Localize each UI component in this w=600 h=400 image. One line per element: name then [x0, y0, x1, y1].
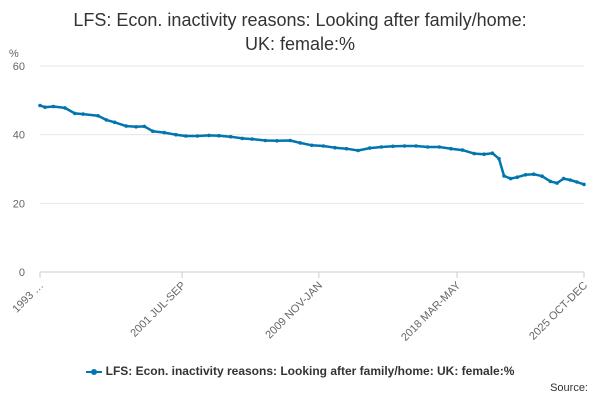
data-point [73, 111, 77, 116]
x-tick-label: 2009 NOV-JAN [263, 280, 325, 342]
data-point [63, 106, 67, 110]
x-tick-label: 2025 OCT-DEC [527, 280, 590, 343]
legend: LFS: Econ. inactivity reasons: Looking a… [0, 364, 600, 378]
data-point [482, 152, 486, 156]
axes: 0 20 40 60 1993 … 2001 JUL-SEP 2009 NOV-JAN 201… [10, 61, 590, 344]
data-point [288, 138, 293, 143]
y-tick-label: 60 [13, 61, 25, 73]
x-tick-label: 2001 JUL-SEP [128, 280, 188, 340]
data-point [490, 151, 495, 155]
data-point [437, 145, 442, 149]
data-point [150, 129, 155, 133]
data-point [568, 178, 572, 182]
data-point [333, 145, 337, 150]
data-point [112, 120, 117, 125]
data-point [250, 137, 254, 141]
data-point [575, 180, 579, 184]
data-point [240, 136, 244, 141]
data-point [460, 148, 465, 152]
data-point [356, 148, 360, 153]
series-layer [38, 103, 586, 187]
data-point [275, 139, 279, 143]
data-point [184, 134, 188, 138]
data-point [162, 130, 167, 135]
data-point [298, 141, 303, 145]
data-point [81, 112, 85, 116]
x-tick-label: 1993 … [10, 280, 46, 316]
data-point [38, 103, 42, 108]
x-tick-label: 2018 MAR-MAY [399, 279, 464, 344]
data-point [51, 104, 56, 109]
data-point [449, 146, 453, 151]
data-point [104, 118, 109, 122]
source-label: Source: [550, 382, 588, 394]
data-point [540, 174, 544, 178]
data-point [391, 144, 395, 149]
data-point [532, 172, 536, 176]
y-axis-unit-label: % [9, 48, 19, 60]
legend-line-marker-icon [85, 367, 102, 377]
data-point [425, 145, 430, 149]
data-point [472, 151, 476, 156]
data-point [548, 179, 553, 184]
data-point [561, 176, 566, 181]
data-point [263, 138, 268, 143]
data-point [195, 134, 200, 138]
chart-title: LFS: Econ. inactivity reasons: Looking a… [73, 10, 527, 54]
data-point [142, 124, 147, 129]
data-point [402, 144, 407, 148]
data-point [582, 182, 586, 187]
data-point [508, 176, 513, 181]
data-point [310, 143, 314, 148]
data-point [217, 133, 221, 138]
data-point [43, 105, 47, 109]
data-point [515, 175, 519, 179]
data-point [344, 146, 349, 151]
y-tick-label: 0 [19, 267, 25, 279]
data-point [523, 173, 528, 177]
data-point [497, 156, 501, 161]
data-point [124, 124, 128, 128]
data-point [367, 146, 372, 150]
data-point [174, 132, 178, 137]
data-point [321, 144, 326, 148]
gridlines [40, 65, 584, 204]
data-point [379, 145, 384, 149]
data-point [134, 125, 138, 129]
data-point [555, 181, 559, 185]
data-point [502, 174, 506, 178]
data-point [207, 133, 211, 138]
data-point [96, 114, 100, 118]
data-point [414, 144, 418, 148]
legend-label: LFS: Econ. inactivity reasons: Looking a… [105, 364, 515, 378]
y-tick-label: 20 [13, 198, 25, 210]
data-point [228, 134, 233, 139]
y-tick-label: 40 [13, 130, 25, 142]
